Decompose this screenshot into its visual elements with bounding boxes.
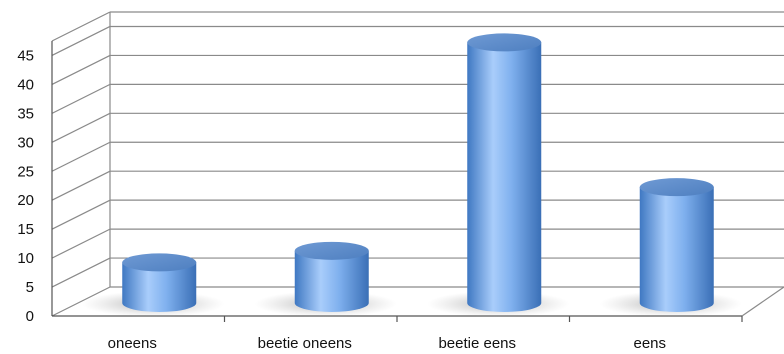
bar-body: [294, 250, 369, 312]
gridline-side: [51, 54, 111, 85]
x-axis: oneens beetie oneens beetie eens eens: [108, 335, 666, 352]
bar-body: [639, 187, 714, 312]
bar-top: [467, 33, 542, 52]
y-tick-label: 5: [26, 279, 34, 296]
y-tick-label: 0: [26, 308, 34, 325]
gridline-side: [51, 170, 111, 201]
bar-beetie-oneens: [254, 241, 397, 317]
x-tick-label: eens: [633, 335, 666, 352]
y-tick-label: 45: [17, 47, 34, 64]
gridline-side: [51, 199, 111, 230]
bar-beetie-eens: [427, 33, 570, 317]
gridline-side: [51, 25, 111, 57]
bar-body: [467, 42, 542, 312]
bar-body: [122, 262, 197, 312]
y-tick-label: 10: [17, 250, 34, 267]
gridline-side: [51, 286, 111, 317]
gridline-side: [51, 83, 111, 114]
x-tick-label: beetie eens: [438, 335, 516, 352]
y-tick-label: 30: [17, 134, 34, 151]
bar-eens: [599, 178, 742, 317]
y-tick-label: 25: [17, 163, 34, 180]
y-tick-label: 15: [17, 221, 34, 238]
bar-top: [639, 178, 714, 197]
y-tick-label: 35: [17, 105, 34, 122]
gridline-side: [51, 141, 111, 172]
gridline-side: [51, 257, 111, 288]
bar-top: [294, 241, 369, 260]
gridline-side: [51, 112, 111, 143]
bar-oneens: [82, 253, 225, 317]
gridlines: [51, 11, 784, 317]
gridline-side: [51, 228, 111, 259]
y-tick-label: 20: [17, 192, 34, 209]
bar-top: [122, 253, 197, 272]
wall-side-top-edge: [51, 11, 111, 42]
x-tick-label: beetie oneens: [258, 335, 352, 352]
bars: [82, 33, 742, 317]
y-tick-label: 40: [17, 76, 34, 93]
x-tick-label: oneens: [108, 335, 157, 352]
floor-right-edge: [741, 286, 784, 317]
